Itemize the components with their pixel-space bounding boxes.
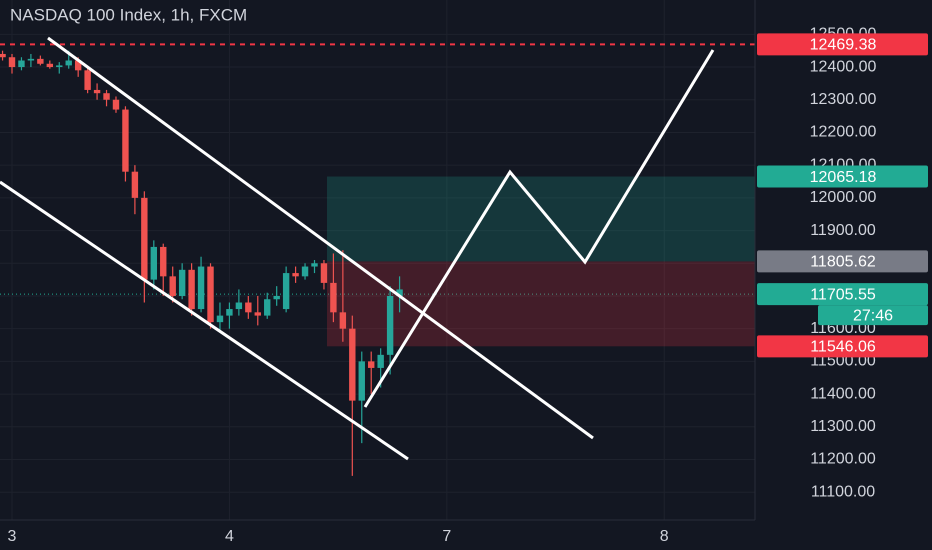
candle-body (264, 299, 271, 316)
candle-body (150, 246, 157, 280)
price-tag (757, 335, 928, 358)
candle-body (141, 197, 148, 280)
y-tick-label: 11900.00 (810, 222, 876, 239)
channel-lower (0, 180, 409, 461)
price-tag (757, 250, 928, 273)
y-tick-label: 11200.00 (810, 451, 876, 468)
chart-title: NASDAQ 100 Index, 1h, FXCM (10, 5, 247, 24)
candle-body (197, 266, 205, 310)
candle-body (301, 266, 309, 277)
candle-body (386, 295, 394, 355)
candle-body (377, 354, 384, 368)
candle-body (112, 99, 120, 110)
candle-body (160, 246, 167, 277)
countdown-tag (818, 305, 928, 326)
candle-body (245, 302, 252, 313)
candle-body (46, 63, 54, 68)
candle-body (254, 312, 261, 316)
price-tag (757, 165, 928, 188)
candle-body (358, 361, 365, 401)
projection-path (363, 49, 715, 408)
price-tag-label: 12065.18 (810, 169, 877, 186)
candle-body (93, 89, 101, 94)
candle-body (226, 309, 233, 316)
y-tick-label: 11100.00 (811, 483, 875, 500)
candle-body (8, 57, 16, 68)
x-tick-label: 7 (442, 528, 451, 545)
candle-body (27, 58, 35, 61)
price-tags: 12469.38 12065.18 11805.62 11705.55 11546.06… (757, 33, 928, 358)
candle-body (65, 60, 72, 66)
candle-body (292, 273, 299, 277)
candle-body (330, 282, 337, 313)
candle-body (235, 302, 243, 310)
candle-body (18, 60, 25, 68)
candle-body (282, 273, 290, 310)
price-tag (757, 283, 928, 306)
countdown-label: 27:46 (853, 307, 893, 324)
candle-body (188, 269, 195, 310)
candle-body (396, 289, 403, 296)
position-zones (327, 176, 755, 347)
drawings (0, 36, 715, 461)
candle-body (131, 171, 139, 198)
candle-body (103, 93, 110, 100)
candle-body (311, 263, 318, 267)
y-tick-label: 12300.00 (810, 91, 877, 108)
price-tag (757, 33, 928, 56)
candle-body (273, 295, 280, 300)
y-tick-label: 12400.00 (810, 58, 877, 75)
x-tick-label: 8 (660, 528, 669, 545)
y-tick-label: 11400.00 (810, 385, 876, 402)
candle-body (122, 109, 129, 172)
candle-body (320, 263, 328, 283)
candle-body (216, 315, 224, 323)
candle-body (74, 60, 82, 71)
stop-zone (327, 261, 755, 347)
candle-body (349, 328, 356, 401)
price-tag-label: 12469.38 (810, 37, 877, 54)
price-tag-label: 11805.62 (810, 254, 876, 271)
y-tick-label: 12000.00 (810, 189, 877, 206)
price-tag-label: 11546.06 (810, 339, 876, 356)
x-tick-label: 3 (8, 528, 17, 545)
candle-body (0, 53, 6, 58)
candle-body (207, 266, 214, 323)
y-tick-label: 12200.00 (810, 124, 877, 141)
x-tick-label: 4 (225, 528, 234, 545)
candles (0, 50, 403, 476)
candle-body (368, 361, 375, 368)
candle-body (339, 312, 347, 329)
grid (0, 0, 755, 520)
y-tick-label: 11300.00 (810, 418, 876, 435)
target-zone (327, 176, 755, 262)
candle-body (56, 65, 63, 68)
candle-body (178, 269, 186, 296)
price-tag-label: 11705.55 (810, 286, 876, 303)
candle-body (37, 58, 44, 64)
candle-body (84, 70, 91, 90)
channel-upper (47, 36, 594, 440)
candle-body (169, 276, 176, 296)
